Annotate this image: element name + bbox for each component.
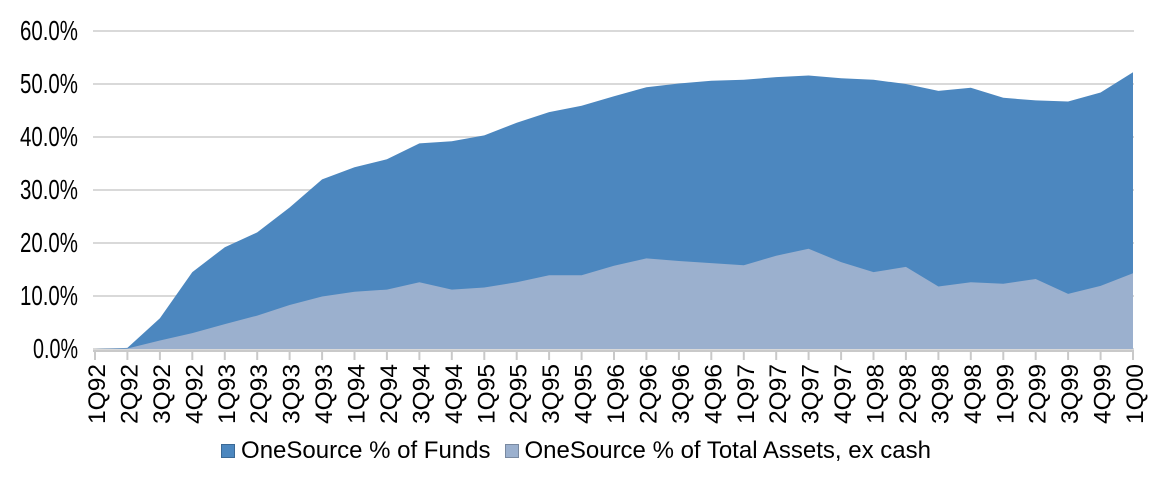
assets-area bbox=[95, 248, 1133, 349]
x-axis-tick-label: 3Q98 bbox=[927, 364, 954, 424]
x-axis-tick-label: 3Q93 bbox=[279, 364, 306, 424]
x-axis-tick-label: 2Q97 bbox=[765, 364, 792, 424]
y-axis-tick-label: 40.0% bbox=[20, 121, 78, 152]
x-axis-tick-label: 2Q98 bbox=[895, 364, 922, 424]
series-areas bbox=[95, 72, 1133, 350]
x-axis-tick-label: 2Q99 bbox=[1025, 364, 1052, 424]
x-axis-tick-label: 1Q98 bbox=[863, 364, 890, 424]
assets-legend-label: OneSource % of Total Assets, ex cash bbox=[524, 437, 931, 464]
y-axis-tick-label: 60.0% bbox=[20, 15, 78, 46]
x-axis-tick-label: 3Q94 bbox=[408, 364, 435, 424]
legend-item-assets: OneSource % of Total Assets, ex cash bbox=[504, 437, 931, 464]
funds-legend-label: OneSource % of Funds bbox=[241, 437, 491, 464]
x-axis-tick-label: 1Q97 bbox=[733, 364, 760, 424]
x-axis-tick-label: 2Q96 bbox=[635, 364, 662, 424]
x-axis-tick-label: 4Q99 bbox=[1090, 364, 1117, 424]
x-axis-tick-label: 3Q95 bbox=[538, 364, 565, 424]
assets-legend-swatch-icon bbox=[504, 444, 519, 458]
x-axis-tick-label: 4Q95 bbox=[571, 364, 598, 424]
x-axis-tick-label: 2Q94 bbox=[376, 364, 403, 424]
x-axis-tick-label: 1Q95 bbox=[473, 364, 500, 424]
y-axis-tick-label: 30.0% bbox=[20, 174, 78, 205]
plot-area: 0.0%10.0%20.0%30.0%40.0%50.0%60.0% 1Q92 2… bbox=[20, 15, 1149, 424]
x-axis-tick-label: 1Q92 bbox=[84, 364, 111, 424]
x-axis-tick-label: 1Q00 bbox=[1122, 364, 1149, 424]
x-axis-tick-label: 1Q96 bbox=[603, 364, 630, 424]
x-axis-tick-label: 3Q97 bbox=[798, 364, 825, 424]
x-axis-tick-label: 4Q94 bbox=[441, 364, 468, 424]
x-axis-tick-label: 4Q97 bbox=[830, 364, 857, 424]
x-axis-tick-label: 1Q94 bbox=[344, 364, 371, 424]
x-axis-tick-label: 2Q95 bbox=[506, 364, 533, 424]
x-axis-tick-label: 3Q92 bbox=[149, 364, 176, 424]
funds-legend-swatch-icon bbox=[221, 444, 236, 458]
x-axis-tick-label: 4Q92 bbox=[181, 364, 208, 424]
y-axis-tick-label: 10.0% bbox=[20, 280, 78, 311]
x-axis-tick-label: 4Q98 bbox=[960, 364, 987, 424]
x-axis-tick-label: 1Q93 bbox=[214, 364, 241, 424]
y-axis-tick-label: 0.0% bbox=[33, 333, 78, 364]
x-axis-tick-label: 4Q96 bbox=[700, 364, 727, 424]
y-axis-tick-label: 20.0% bbox=[20, 227, 78, 258]
x-axis-labels: 1Q92 2Q92 3Q92 4Q92 1Q93 2Q93 3Q93 4Q93 1Q94 2Q94… bbox=[84, 364, 1149, 424]
legend: OneSource % of Funds OneSource % of Tota… bbox=[0, 439, 1152, 463]
x-axis-tick-label: 3Q99 bbox=[1057, 364, 1084, 424]
x-axis-tick-label: 3Q96 bbox=[668, 364, 695, 424]
x-axis-tick-label: 4Q93 bbox=[311, 364, 338, 424]
x-axis bbox=[93, 350, 1134, 360]
legend-item-funds: OneSource % of Funds bbox=[221, 437, 491, 464]
y-axis-labels: 0.0% 10.0% 20.0% 30.0% 40.0% 50.0% 60.0% bbox=[20, 15, 78, 364]
x-axis-tick-label: 2Q93 bbox=[246, 364, 273, 424]
x-axis-tick-label: 2Q92 bbox=[116, 364, 143, 424]
x-axis-tick-label: 1Q99 bbox=[992, 364, 1019, 424]
y-axis-tick-label: 50.0% bbox=[20, 68, 78, 99]
